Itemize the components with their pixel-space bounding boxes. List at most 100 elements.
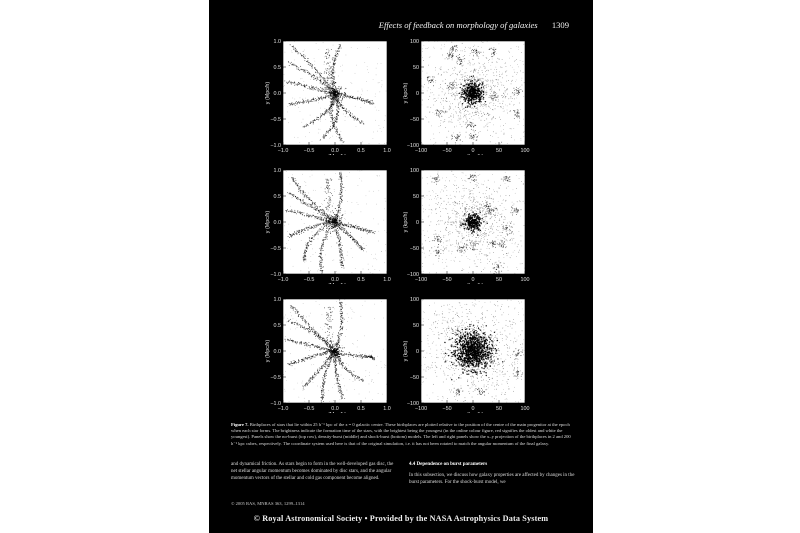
y-tick-label: −100 xyxy=(407,272,419,278)
panel-bottom-left: −1.0 −0.5 0.0 0.5 1.0 1.0 0.5 0.0 −0.5 −1.0 x (Mpc… xyxy=(261,295,411,413)
page-number: 1309 xyxy=(551,20,569,30)
y-tick-label: 0 xyxy=(416,91,419,97)
x-tick-label: 0.5 xyxy=(357,406,365,412)
x-tick-label: 1.0 xyxy=(383,148,391,154)
y-tick-label: 50 xyxy=(413,194,419,200)
x-tick-label: −0.5 xyxy=(304,148,315,154)
birthplace-plot-2mpc: −1.0 −0.5 0.0 0.5 1.0 1.0 0.5 0.0 −0.5 −1.0 x (Mpc… xyxy=(265,39,391,155)
x-tick-label: −50 xyxy=(442,277,451,283)
y-tick-label: −1.0 xyxy=(270,143,281,149)
x-tick-label: 50 xyxy=(496,148,502,154)
x-axis-label: x (kpc/h) xyxy=(463,283,484,284)
x-tick-label: 100 xyxy=(521,406,530,412)
x-tick-label: −0.5 xyxy=(304,406,315,412)
x-tick-label: 0 xyxy=(472,277,475,283)
x-tick-label: 0 xyxy=(472,406,475,412)
y-axis-label: y (kpc/h) xyxy=(403,340,409,361)
y-axis-label: y (Mpc/h) xyxy=(265,82,271,105)
y-tick-label: −0.5 xyxy=(270,375,281,381)
y-tick-label: −1.0 xyxy=(270,272,281,278)
x-tick-label: 0.0 xyxy=(331,148,339,154)
y-tick-label: −0.5 xyxy=(270,246,281,252)
y-tick-label: 0.5 xyxy=(274,323,282,329)
birthplace-plot-2mpc: −1.0 −0.5 0.0 0.5 1.0 1.0 0.5 0.0 −0.5 −1.0 x (Mpc… xyxy=(265,297,391,413)
y-axis-label: y (Mpc/h) xyxy=(265,211,271,234)
y-axis-label: y (kpc/h) xyxy=(403,82,409,103)
x-axis-label: x (Mpc/h) xyxy=(324,154,347,155)
x-axis-label: x (Mpc/h) xyxy=(324,412,347,413)
x-tick-label: 0.5 xyxy=(357,277,365,283)
panel-middle-right: −100 −50 0 50 100 100 50 0 −50 −100 x (kpc/h) y (kp… xyxy=(399,166,549,284)
birthplace-plot-200kpc: −100 −50 0 50 100 100 50 0 −50 −100 x (kpc/h) y (kp… xyxy=(403,297,530,413)
section-heading: 4.4 Dependence on burst parameters xyxy=(409,462,488,467)
y-tick-label: −50 xyxy=(410,117,419,123)
paper-page: Effects of feedback on morphology of gal… xyxy=(209,0,593,533)
y-axis-label: y (kpc/h) xyxy=(403,211,409,232)
section-text: In this subsection, we discuss how galax… xyxy=(409,473,575,486)
x-axis-label: x (kpc/h) xyxy=(463,412,484,413)
y-tick-label: 0.0 xyxy=(274,91,282,97)
panel-middle-left: −1.0 −0.5 0.0 0.5 1.0 1.0 0.5 0.0 −0.5 −1.0 x (Mpc… xyxy=(261,166,411,284)
x-tick-label: −100 xyxy=(415,277,427,283)
running-head: Effects of feedback on morphology of gal… xyxy=(379,20,569,30)
y-tick-label: 0.5 xyxy=(274,194,282,200)
ads-footer: © Royal Astronomical Society • Provided … xyxy=(253,514,549,523)
y-tick-label: 0.5 xyxy=(274,65,282,71)
x-tick-label: 100 xyxy=(521,148,530,154)
x-tick-label: 1.0 xyxy=(383,406,391,412)
panel-bottom-right: −100 −50 0 50 100 100 50 0 −50 −100 x (kpc/h) y (kp… xyxy=(399,295,549,413)
x-tick-label: 0.0 xyxy=(331,277,339,283)
x-tick-label: −1.0 xyxy=(278,277,289,283)
figure-caption: Figure 7. Birthplaces of stars that lie … xyxy=(231,422,576,447)
y-tick-label: 100 xyxy=(410,168,419,174)
right-margin xyxy=(593,0,800,533)
y-tick-label: −100 xyxy=(407,401,419,407)
y-tick-label: 1.0 xyxy=(274,297,282,303)
y-tick-label: 100 xyxy=(410,39,419,45)
x-tick-label: −50 xyxy=(442,148,451,154)
figure-label: Figure 7. xyxy=(231,422,249,427)
y-tick-label: 0.0 xyxy=(274,220,282,226)
figure-caption-text: Birthplaces of stars that lie within 25 … xyxy=(231,422,571,446)
y-axis-label: y (Mpc/h) xyxy=(265,340,271,363)
y-tick-label: −50 xyxy=(410,246,419,252)
y-tick-label: −50 xyxy=(410,375,419,381)
x-tick-label: 0.0 xyxy=(331,406,339,412)
left-margin xyxy=(0,0,209,533)
copyright-line: © 2005 RAS, MNRAS 363, 1299–1314 xyxy=(231,501,305,506)
x-tick-label: 1.0 xyxy=(383,277,391,283)
x-axis-label: x (Mpc/h) xyxy=(324,283,347,284)
birthplace-plot-2mpc: −1.0 −0.5 0.0 0.5 1.0 1.0 0.5 0.0 −0.5 −1.0 x (Mpc… xyxy=(265,168,391,284)
y-tick-label: 1.0 xyxy=(274,168,282,174)
x-tick-label: 0 xyxy=(472,148,475,154)
y-tick-label: −100 xyxy=(407,143,419,149)
y-tick-label: 0.0 xyxy=(274,349,282,355)
x-tick-label: 50 xyxy=(496,406,502,412)
y-tick-label: 1.0 xyxy=(274,39,282,45)
y-tick-label: 0 xyxy=(416,349,419,355)
x-tick-label: 0.5 xyxy=(357,148,365,154)
page-scan xyxy=(209,0,593,533)
x-tick-label: −100 xyxy=(415,406,427,412)
x-tick-label: 100 xyxy=(521,277,530,283)
x-tick-label: −100 xyxy=(415,148,427,154)
panel-top-left: −1.0 −0.5 0.0 0.5 1.0 1.0 0.5 0.0 −0.5 −1.0 x (Mpc… xyxy=(261,37,411,155)
body-column-left: and dynamical friction. As stars begin t… xyxy=(231,462,394,482)
y-tick-label: −1.0 xyxy=(270,401,281,407)
x-tick-label: −0.5 xyxy=(304,277,315,283)
x-tick-label: −50 xyxy=(442,406,451,412)
y-tick-label: 50 xyxy=(413,323,419,329)
running-head-title: Effects of feedback on morphology of gal… xyxy=(378,20,538,30)
body-column-right: 4.4 Dependence on burst parameters In th… xyxy=(409,461,577,487)
y-tick-label: 0 xyxy=(416,220,419,226)
birthplace-plot-200kpc: −100 −50 0 50 100 100 50 0 −50 −100 x (kpc/h) y (kp… xyxy=(403,39,530,155)
panel-top-right: −100 −50 0 50 100 100 50 0 −50 −100 x (kpc/h) y (kp… xyxy=(399,37,549,155)
y-tick-label: 100 xyxy=(410,297,419,303)
x-tick-label: −1.0 xyxy=(278,406,289,412)
y-tick-label: −0.5 xyxy=(270,117,281,123)
x-tick-label: −1.0 xyxy=(278,148,289,154)
x-tick-label: 50 xyxy=(496,277,502,283)
x-axis-label: x (kpc/h) xyxy=(463,154,484,155)
birthplace-plot-200kpc: −100 −50 0 50 100 100 50 0 −50 −100 x (kpc/h) y (kp… xyxy=(403,168,530,284)
y-tick-label: 50 xyxy=(413,65,419,71)
